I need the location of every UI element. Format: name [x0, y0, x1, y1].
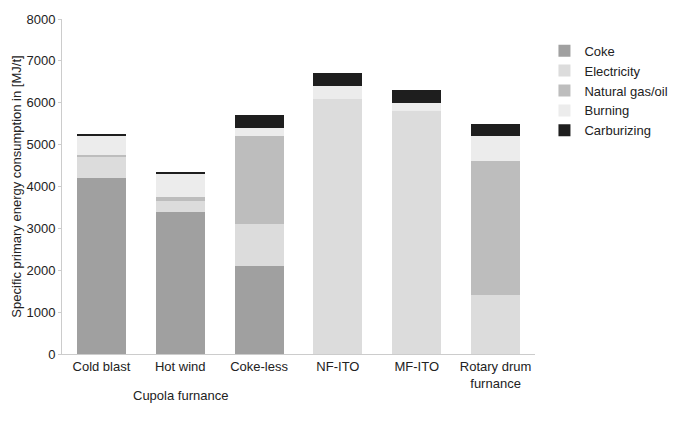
svg-text:7000: 7000: [26, 53, 55, 68]
svg-text:Electricity: Electricity: [584, 64, 640, 79]
svg-text:Cupola furnance: Cupola furnance: [133, 388, 228, 403]
svg-text:2000: 2000: [26, 263, 55, 278]
svg-text:Burning: Burning: [584, 103, 629, 118]
svg-text:4000: 4000: [26, 179, 55, 194]
svg-text:0: 0: [48, 347, 55, 362]
svg-text:MF-ITO: MF-ITO: [394, 359, 439, 374]
svg-text:NF-ITO: NF-ITO: [316, 359, 359, 374]
svg-text:3000: 3000: [26, 221, 55, 236]
svg-text:1000: 1000: [26, 305, 55, 320]
svg-text:Rotary drumfurnance: Rotary drumfurnance: [460, 359, 532, 391]
svg-text:Specific primary energy consum: Specific primary energy consumption in […: [9, 55, 24, 317]
svg-text:Coke-less: Coke-less: [230, 359, 288, 374]
svg-text:5000: 5000: [26, 137, 55, 152]
svg-text:6000: 6000: [26, 95, 55, 110]
svg-text:Hot wind: Hot wind: [155, 359, 206, 374]
svg-text:8000: 8000: [26, 12, 55, 27]
svg-text:Natural gas/oil: Natural gas/oil: [584, 84, 667, 99]
svg-text:Carburizing: Carburizing: [584, 123, 650, 138]
svg-text:Coke: Coke: [584, 44, 614, 59]
svg-text:Cold blast: Cold blast: [73, 359, 131, 374]
